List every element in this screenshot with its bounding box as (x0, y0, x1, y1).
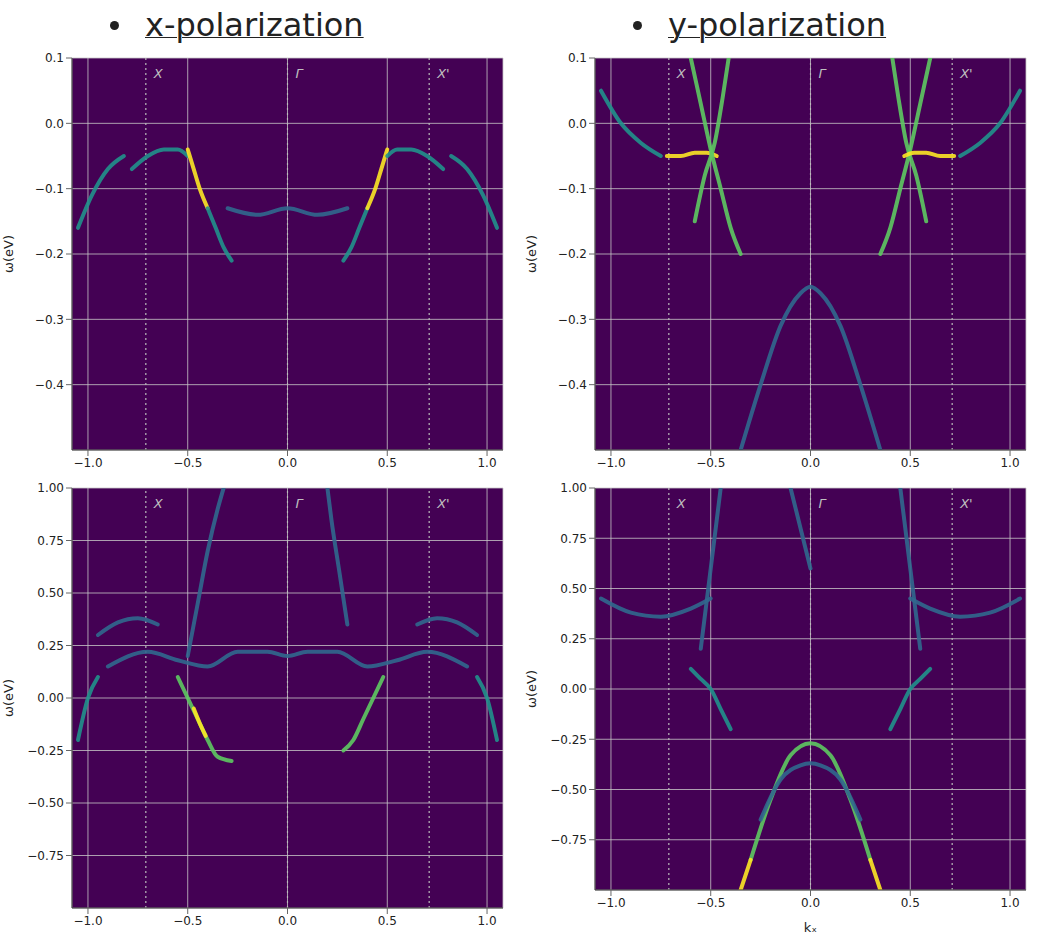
svg-text:X': X' (436, 496, 449, 511)
svg-text:ω(eV): ω(eV) (1, 235, 16, 273)
svg-text:−0.50: −0.50 (27, 796, 64, 810)
svg-text:0.5: 0.5 (378, 456, 397, 470)
svg-text:−0.3: −0.3 (35, 313, 64, 327)
svg-text:0.50: 0.50 (37, 586, 64, 600)
svg-text:0.5: 0.5 (901, 896, 920, 910)
svg-text:0.0: 0.0 (568, 117, 587, 131)
svg-text:0.1: 0.1 (568, 51, 587, 65)
svg-text:−0.3: −0.3 (558, 313, 587, 327)
svg-text:−0.2: −0.2 (558, 247, 587, 261)
svg-text:−0.50: −0.50 (550, 783, 587, 797)
html-text:y-polarization: y-polarization (668, 6, 887, 44)
svg-text:ω(eV): ω(eV) (524, 235, 539, 273)
svg-text:0.0: 0.0 (801, 456, 820, 470)
svg-text:0.0: 0.0 (45, 117, 64, 131)
svg-text:ω(eV): ω(eV) (1, 679, 16, 717)
svg-text:0.0: 0.0 (278, 914, 297, 928)
svg-text:−0.1: −0.1 (558, 182, 587, 196)
svg-text:0.75: 0.75 (560, 532, 587, 546)
svg-text:1.0: 1.0 (1000, 896, 1019, 910)
svg-text:1.0: 1.0 (1000, 456, 1019, 470)
svg-text:0.00: 0.00 (37, 691, 64, 705)
svg-text:1.0: 1.0 (477, 914, 496, 928)
svg-text:1.0: 1.0 (477, 456, 496, 470)
svg-text:Γ: Γ (819, 496, 828, 511)
svg-text:−0.5: −0.5 (696, 896, 725, 910)
svg-text:−1.0: −1.0 (596, 896, 625, 910)
svg-text:0.75: 0.75 (37, 534, 64, 548)
svg-text:1.00: 1.00 (560, 481, 587, 495)
svg-text:0.25: 0.25 (37, 639, 64, 653)
svg-text:−0.25: −0.25 (27, 744, 64, 758)
svg-text:ω(eV): ω(eV) (524, 670, 539, 708)
svg-text:−1.0: −1.0 (73, 456, 102, 470)
svg-text:−0.5: −0.5 (173, 914, 202, 928)
svg-text:Γ: Γ (296, 496, 305, 511)
svg-text:X: X (676, 496, 687, 511)
svg-text:−1.0: −1.0 (596, 456, 625, 470)
svg-text:−0.5: −0.5 (173, 456, 202, 470)
svg-text:Γ: Γ (819, 66, 828, 81)
svg-text:0.25: 0.25 (560, 632, 587, 646)
svg-text:X': X' (436, 66, 449, 81)
svg-text:−0.4: −0.4 (35, 378, 64, 392)
svg-text:−1.0: −1.0 (73, 914, 102, 928)
svg-text:−0.75: −0.75 (550, 833, 587, 847)
svg-text:X: X (676, 66, 687, 81)
svg-text:X: X (153, 496, 164, 511)
svg-text:X': X' (959, 496, 972, 511)
svg-text:0.50: 0.50 (560, 582, 587, 596)
svg-text:−0.5: −0.5 (696, 456, 725, 470)
svg-text:−0.75: −0.75 (27, 849, 64, 863)
svg-text:0.0: 0.0 (801, 896, 820, 910)
svg-text:X': X' (959, 66, 972, 81)
svg-text:X: X (153, 66, 164, 81)
svg-text:−0.1: −0.1 (35, 182, 64, 196)
svg-text:0.5: 0.5 (901, 456, 920, 470)
svg-text:0.0: 0.0 (278, 456, 297, 470)
svg-text:1.00: 1.00 (37, 481, 64, 495)
svg-text:−0.2: −0.2 (35, 247, 64, 261)
svg-text:kₓ: kₓ (804, 920, 818, 935)
svg-text:0.00: 0.00 (560, 682, 587, 696)
svg-text:−0.25: −0.25 (550, 733, 587, 747)
html-text:x-polarization: x-polarization (145, 6, 364, 44)
svg-text:Γ: Γ (296, 66, 305, 81)
svg-text:0.5: 0.5 (378, 914, 397, 928)
svg-text:0.1: 0.1 (45, 51, 64, 65)
svg-text:−0.4: −0.4 (558, 378, 587, 392)
